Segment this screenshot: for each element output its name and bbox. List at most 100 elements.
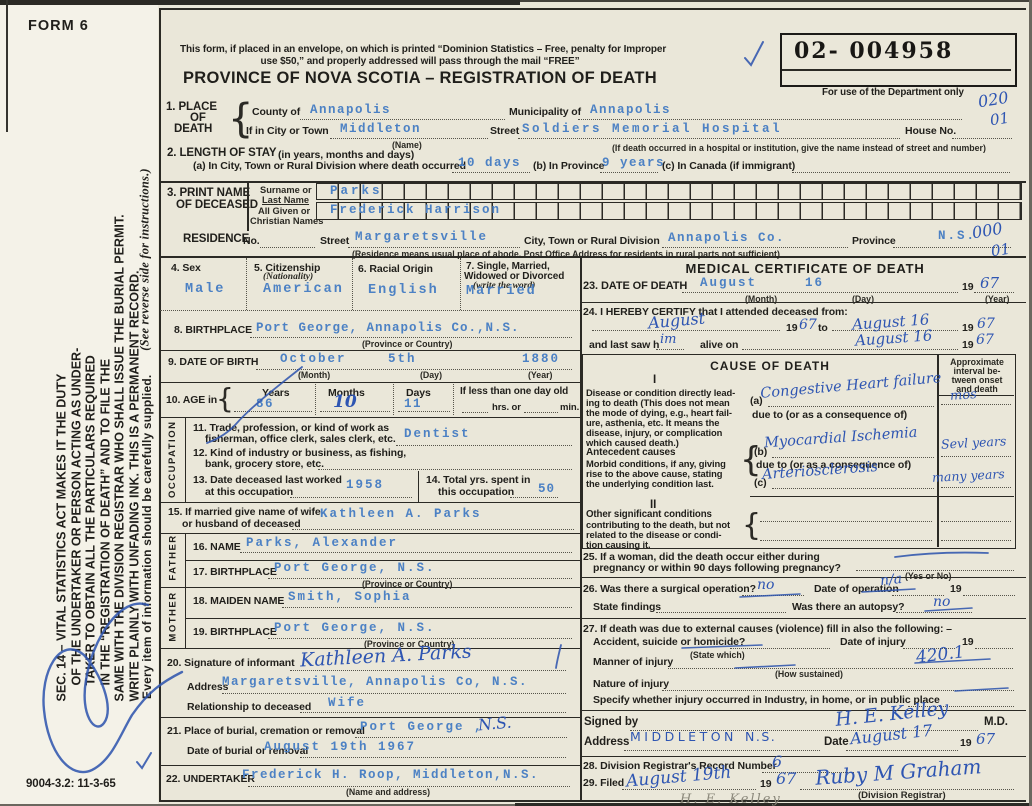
father-birthplace-value: Port George, N.S. bbox=[274, 561, 436, 575]
dept-code-1: 020 bbox=[976, 87, 1010, 112]
trade-label-2: fisherman, office clerk, sales clerk, et… bbox=[205, 433, 396, 445]
rule bbox=[662, 247, 848, 248]
filed-label: 29. Filed bbox=[583, 777, 625, 789]
given-names-value: Frederick Harrison bbox=[330, 203, 502, 217]
father-name-label: 16. NAME bbox=[193, 541, 241, 553]
industry-label-2: bank, grocery store, etc. bbox=[205, 458, 324, 470]
city-town-label: If in City or Town bbox=[246, 125, 329, 137]
total-years-label-2: this occupation bbox=[438, 486, 515, 498]
sidebar-instructions-note: (See reverse side for instructions.) bbox=[137, 168, 152, 351]
rule bbox=[782, 69, 1011, 71]
marital-label-2: Widowed or Divorced bbox=[464, 271, 565, 282]
interval-header-4: and death bbox=[956, 384, 998, 394]
death-year-value: 67 bbox=[980, 274, 1000, 292]
birth-year-value: 1880 bbox=[522, 352, 561, 366]
mother-maiden-label: 18. MAIDEN NAME bbox=[193, 595, 285, 607]
operation-year-prefix: 19 bbox=[950, 583, 962, 595]
residence-code-1: 000 bbox=[970, 218, 1004, 243]
birthplace-value: Port George, Annapolis Co.,N.S. bbox=[256, 321, 520, 335]
rule bbox=[580, 710, 1026, 712]
morbid-line: the underlying condition last. bbox=[586, 478, 714, 489]
medical-certificate-title: MEDICAL CERTIFICATE OF DEATH bbox=[685, 261, 925, 276]
surname-comb-boxes bbox=[316, 183, 1022, 200]
interval-header-2: interval be- bbox=[953, 366, 1001, 376]
burial-date-label: Date of burial or removal bbox=[187, 745, 309, 757]
rule bbox=[896, 612, 972, 613]
interval-header-1: Approximate bbox=[950, 357, 1004, 367]
stay-a-value: 10 days bbox=[458, 156, 522, 170]
certify-label: 24. I HEREBY CERTIFY that I attended dec… bbox=[583, 306, 848, 318]
rule bbox=[185, 587, 187, 648]
signed-by-label: Signed by bbox=[584, 716, 639, 728]
rule bbox=[742, 595, 804, 596]
morbid-line: Morbid conditions, if any, giving bbox=[586, 458, 726, 469]
checkmark-top bbox=[744, 41, 764, 67]
mother-birthplace-value: Port George, N.S. bbox=[274, 621, 436, 635]
morbid-line: rise to the above cause, stating bbox=[586, 468, 723, 479]
paper-edge-top bbox=[0, 0, 520, 5]
total-years-value: 50 bbox=[538, 482, 556, 496]
mail-note-line1: This form, if placed in an envelope, on … bbox=[180, 44, 667, 55]
rule bbox=[160, 648, 580, 650]
rule bbox=[315, 384, 316, 415]
age-min-label: min. bbox=[560, 402, 580, 413]
rule bbox=[580, 577, 1026, 578]
age-label: 10. AGE in bbox=[166, 394, 218, 406]
hospital-hint: (If death occurred in a hospital or inst… bbox=[612, 143, 986, 153]
interval-header-3: tween onset bbox=[951, 375, 1003, 385]
rule bbox=[396, 445, 572, 446]
injury-date-label: Date of injury bbox=[840, 636, 906, 648]
residence-street-value: Margaretsville bbox=[355, 230, 489, 244]
spouse-label-2: or husband of deceased bbox=[182, 518, 301, 530]
manner-code-value: 420.1 bbox=[914, 642, 966, 668]
rule bbox=[624, 750, 820, 751]
rule bbox=[160, 382, 580, 384]
rule bbox=[592, 330, 780, 331]
rule bbox=[941, 404, 1011, 405]
marital-label-1: 7. Single, Married, bbox=[466, 261, 550, 272]
name-hint: (Name) bbox=[392, 140, 422, 150]
rule bbox=[160, 181, 1026, 183]
occupation-vertical-label: OCCUPATION bbox=[167, 420, 178, 498]
informant-signature-label: 20. Signature of informant bbox=[167, 657, 295, 669]
rule bbox=[240, 552, 572, 553]
trade-value: Dentist bbox=[404, 427, 471, 441]
length-of-stay-label: 2. LENGTH OF STAY bbox=[167, 147, 277, 159]
rule bbox=[300, 119, 505, 120]
rule bbox=[903, 648, 955, 649]
date-of-death-label: 23. DATE OF DEATH bbox=[583, 280, 688, 292]
rule bbox=[160, 350, 580, 352]
county-label: County of bbox=[252, 106, 301, 118]
rule bbox=[892, 595, 944, 596]
cause-roman-1: I bbox=[653, 374, 657, 386]
date-of-birth-label: 9. DATE OF BIRTH bbox=[168, 356, 259, 368]
marital-value: Married bbox=[466, 284, 537, 299]
rule bbox=[580, 618, 1026, 619]
to-year-value: 67 bbox=[977, 316, 995, 332]
brace: { bbox=[740, 440, 762, 480]
age-days-value: 11 bbox=[404, 397, 423, 411]
mother-birthplace-label: 19. BIRTHPLACE bbox=[193, 626, 277, 638]
rule bbox=[393, 384, 394, 415]
rule bbox=[772, 488, 934, 489]
brace: { bbox=[742, 508, 762, 543]
death-day-hint: (Day) bbox=[852, 294, 874, 304]
rule bbox=[250, 337, 572, 338]
manner-of-injury-label: Manner of injury bbox=[593, 656, 674, 668]
burial-place-label: 21. Place of burial, cremation or remova… bbox=[167, 725, 365, 737]
length-of-stay-sub: (in years, months and days) bbox=[278, 149, 415, 161]
rule bbox=[268, 578, 572, 579]
disease-def-line: the mode of dying, e.g., heart fail- bbox=[586, 407, 732, 418]
rule bbox=[524, 412, 558, 413]
disease-def-line: ure, asthenia, etc. It means the bbox=[586, 417, 720, 428]
age-months-label: Months bbox=[328, 387, 365, 399]
record-number-label: 28. Division Registrar's Record Number bbox=[583, 760, 777, 772]
place-of-death-label-2: OF bbox=[190, 112, 206, 124]
sex-value: Male bbox=[185, 282, 226, 297]
paper-edge-bottom bbox=[515, 803, 1032, 806]
birth-day-value: 5th bbox=[388, 352, 417, 366]
findings-label: State findings bbox=[593, 601, 662, 613]
rule bbox=[772, 457, 934, 458]
operation-date-answer: n/a bbox=[879, 570, 903, 590]
